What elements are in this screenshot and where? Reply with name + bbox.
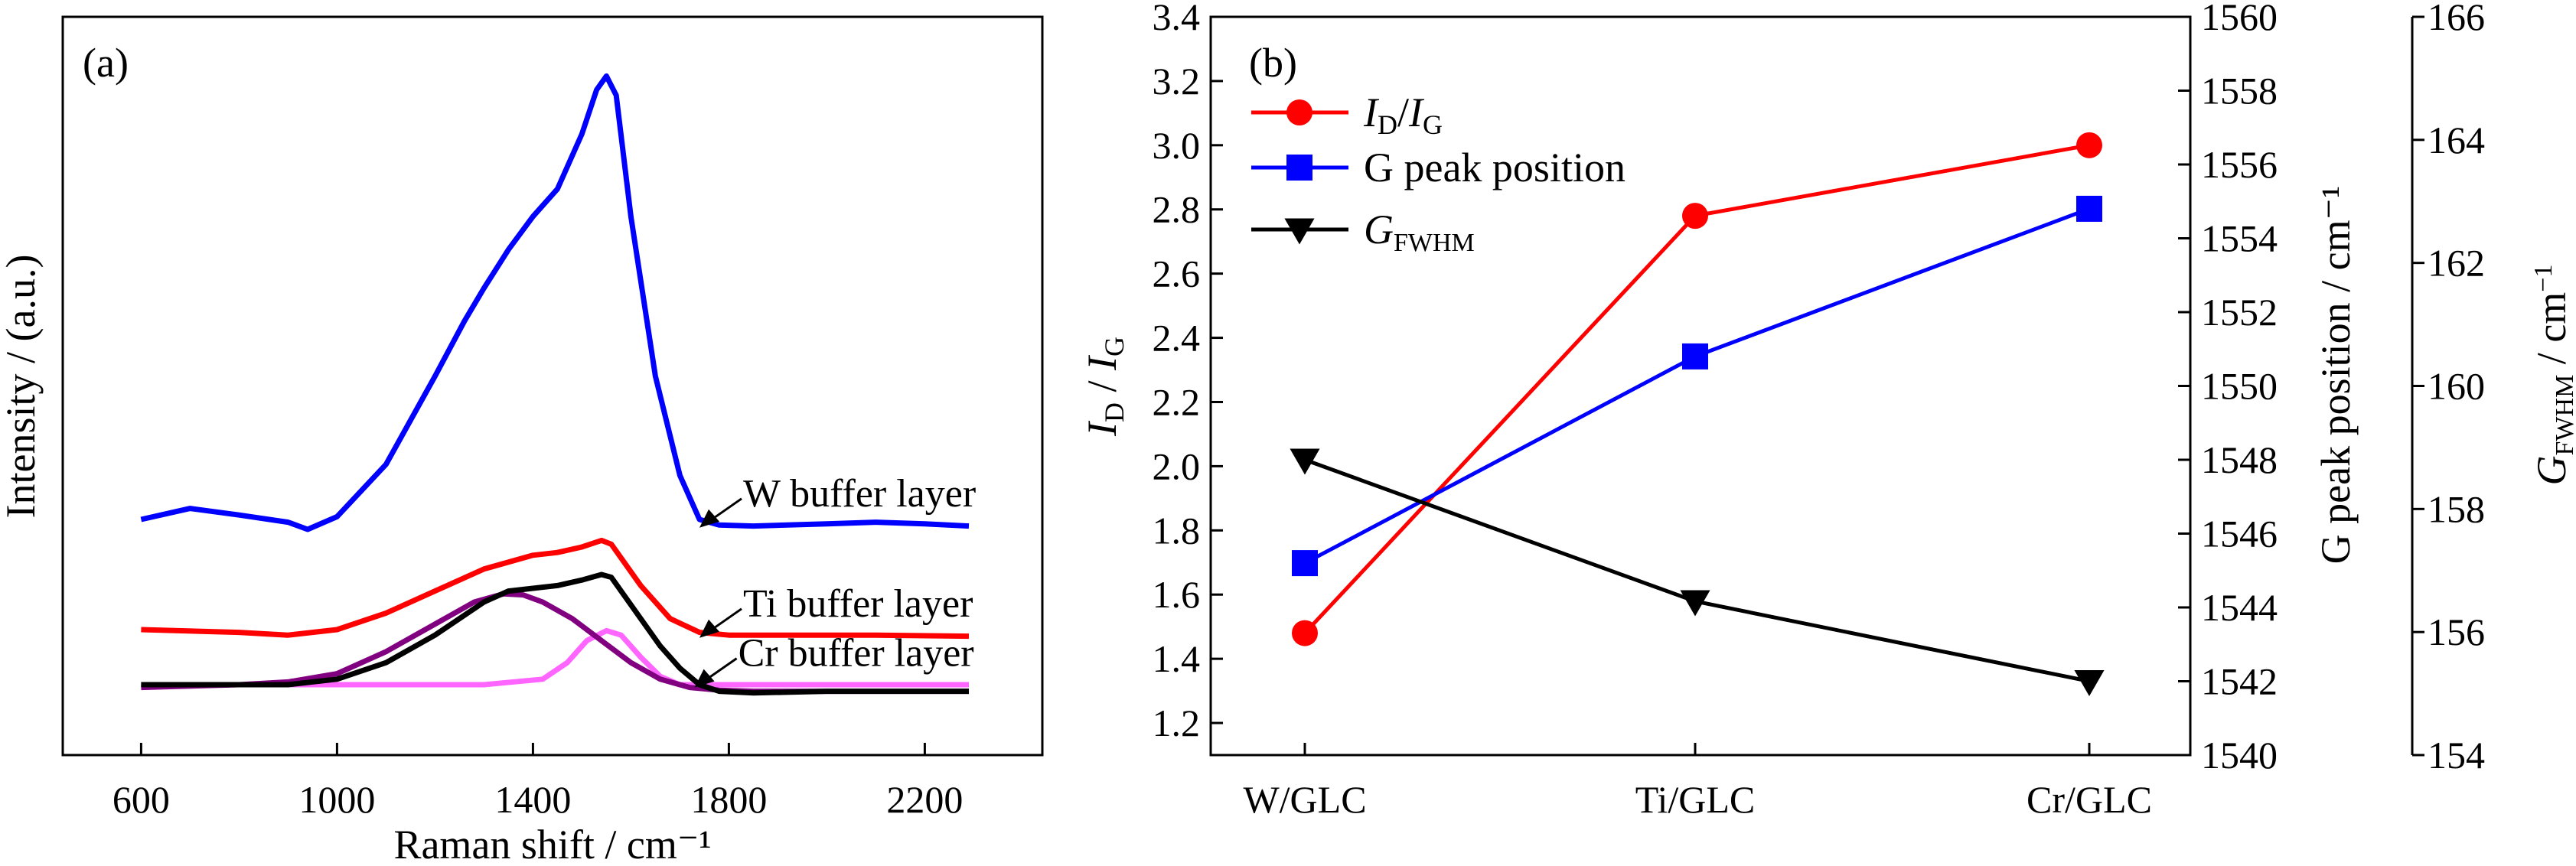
panel-b-right-tick-label: 1540 xyxy=(2201,734,2278,776)
panel-a-annotation-label: Ti buffer layer xyxy=(743,582,973,626)
panel-b-far-right-tick-label: 154 xyxy=(2428,734,2485,776)
panel-b-left-tick-label: 1.2 xyxy=(1153,702,1201,744)
panel-b-right-tick-label: 1550 xyxy=(2201,365,2278,408)
panel-a-x-tick-label: 600 xyxy=(112,778,170,821)
panel-a-x-ticks: 600 1000 1400 1800 2200 xyxy=(112,743,963,821)
panel-b-marker-square xyxy=(2076,195,2102,222)
panel-a-annotations: W buffer layer Ti buffer layer Cr buffer l… xyxy=(694,472,976,688)
panel-b-marker-triangle-down xyxy=(2074,670,2105,697)
panel-a-annotation-arrowhead xyxy=(699,619,719,638)
panel-b-category-label: W/GLC xyxy=(1243,778,1366,821)
panel-b-left-tick-label: 2.2 xyxy=(1153,380,1201,423)
panel-b-left-tick-label: 1.6 xyxy=(1153,573,1201,616)
panel-b-right-tick-label: 1548 xyxy=(2201,438,2278,481)
panel-b-legend-label: ID/IG xyxy=(1363,90,1443,140)
panel-b-far-right-tick-label: 158 xyxy=(2428,487,2485,530)
panel-b-right-tick-label: 1560 xyxy=(2201,0,2278,38)
panel-a-x-tick-label: 1800 xyxy=(690,778,767,821)
panel-b-far-right-tick-label: 164 xyxy=(2428,119,2485,161)
panel-b-far-right-axis-title: GFWHM / cm−1 xyxy=(2529,265,2576,486)
panel-b-right-axis-ticks: 1540 1542 1544 1546 1548 1550 1552 1554 1556 1558… xyxy=(2178,0,2278,776)
panel-a-label: (a) xyxy=(83,40,129,86)
panel-b-category-label: Cr/GLC xyxy=(2027,778,2152,821)
panel-b-series xyxy=(1290,132,2105,697)
panel-b-parameters: (b) 1.2 1.4 1.6 1.8 2.0 2.2 2.4 2.6 2.8 3.0 3.2 3.4… xyxy=(1079,0,2576,821)
panel-b-far-right-tick-label: 160 xyxy=(2428,365,2485,408)
panel-b-far-right-tick-label: 156 xyxy=(2428,610,2485,653)
panel-b-right-tick-label: 1556 xyxy=(2201,143,2278,186)
panel-b-marker-circle xyxy=(1682,203,1708,230)
panel-a-annotation-label: W buffer layer xyxy=(743,472,976,516)
panel-b-right-tick-label: 1542 xyxy=(2201,660,2278,703)
panel-b-legend-label: GFWHM xyxy=(1364,207,1475,257)
panel-b-plot-frame xyxy=(1209,15,2192,757)
panel-b-left-axis-title: ID / IG xyxy=(1079,337,1130,437)
panel-b-left-tick-label: 3.4 xyxy=(1153,0,1201,38)
panel-b-far-right-tick-label: 166 xyxy=(2428,0,2485,38)
panel-b-left-tick-label: 3.2 xyxy=(1153,60,1201,103)
panel-b-left-tick-label: 2.6 xyxy=(1153,252,1201,295)
panel-b-left-tick-label: 3.0 xyxy=(1153,124,1201,167)
panel-a-series-line-w-buffer-layer xyxy=(140,73,970,532)
panel-a-annotation-arrowhead xyxy=(699,509,719,528)
panel-b-far-right-tick-label: 162 xyxy=(2428,242,2485,285)
panel-a-x-tick-label: 1000 xyxy=(298,778,375,821)
panel-a-series-line-ti-buffer-layer xyxy=(141,537,970,640)
panel-b-left-tick-label: 2.8 xyxy=(1153,188,1201,231)
panel-a-x-tick-label: 1400 xyxy=(494,778,571,821)
panel-b-left-tick-label: 2.4 xyxy=(1153,317,1201,360)
panel-b-far-right-axis-ticks: 154 156 158 160 162 164 166 xyxy=(2412,0,2485,776)
panel-a-y-axis-title: Intensity / (a.u.) xyxy=(0,255,44,519)
panel-b-category-label: Ti/GLC xyxy=(1635,778,1756,821)
panel-b-left-tick-label: 1.4 xyxy=(1153,637,1201,680)
panel-b-marker-square xyxy=(1292,550,1318,577)
panel-a-series-line-cr-buffer-layer xyxy=(141,571,969,696)
panel-a-annotation-label: Cr buffer layer xyxy=(739,632,974,676)
panel-b-left-tick-label: 2.0 xyxy=(1153,444,1201,487)
panel-b-right-axis-title: G peak position / cm⁻¹ xyxy=(2313,186,2359,565)
panel-a-x-tick-label: 2200 xyxy=(886,778,963,821)
panel-b-marker-triangle-down xyxy=(1290,448,1320,475)
panel-b-marker-square xyxy=(1682,343,1708,370)
panel-b-legend: ID/IG G peak position GFWHM xyxy=(1251,90,1625,257)
panel-b-marker-square xyxy=(1286,155,1312,181)
panel-b-series-line-gfwhm xyxy=(1304,457,2090,683)
panel-b-left-axis-ticks: 1.2 1.4 1.6 1.8 2.0 2.2 2.4 2.6 2.8 3.0 3.2 3.4 xyxy=(1153,0,1223,744)
panel-b-right-tick-label: 1554 xyxy=(2201,217,2278,260)
panel-b-right-tick-label: 1544 xyxy=(2201,586,2278,629)
panel-b-marker-circle xyxy=(2076,132,2102,158)
panel-b-marker-triangle-down xyxy=(1284,218,1315,245)
panel-a-plot-frame xyxy=(61,15,1044,757)
panel-b-right-tick-label: 1552 xyxy=(2201,291,2278,334)
panel-b-marker-circle xyxy=(1292,620,1318,646)
panel-b-marker-circle xyxy=(1286,99,1312,125)
panel-b-right-tick-label: 1546 xyxy=(2201,513,2278,555)
panel-a-raman-spectra: (a) 600 1000 1400 1800 2200 W buffer layer Ti… xyxy=(0,15,1044,866)
panel-a-x-axis-title: Raman shift / cm⁻¹ xyxy=(393,822,711,866)
panel-b-label: (b) xyxy=(1249,40,1297,86)
panel-b-category-labels: W/GLC Ti/GLC Cr/GLC xyxy=(1243,743,2152,821)
panel-b-legend-label: G peak position xyxy=(1364,145,1625,190)
panel-b-right-tick-label: 1558 xyxy=(2201,70,2278,112)
panel-b-marker-triangle-down xyxy=(1680,590,1710,617)
panel-b-left-tick-label: 1.8 xyxy=(1153,509,1201,552)
panel-a-series xyxy=(140,73,970,696)
panel-a-annotation-arrowhead xyxy=(694,669,715,688)
